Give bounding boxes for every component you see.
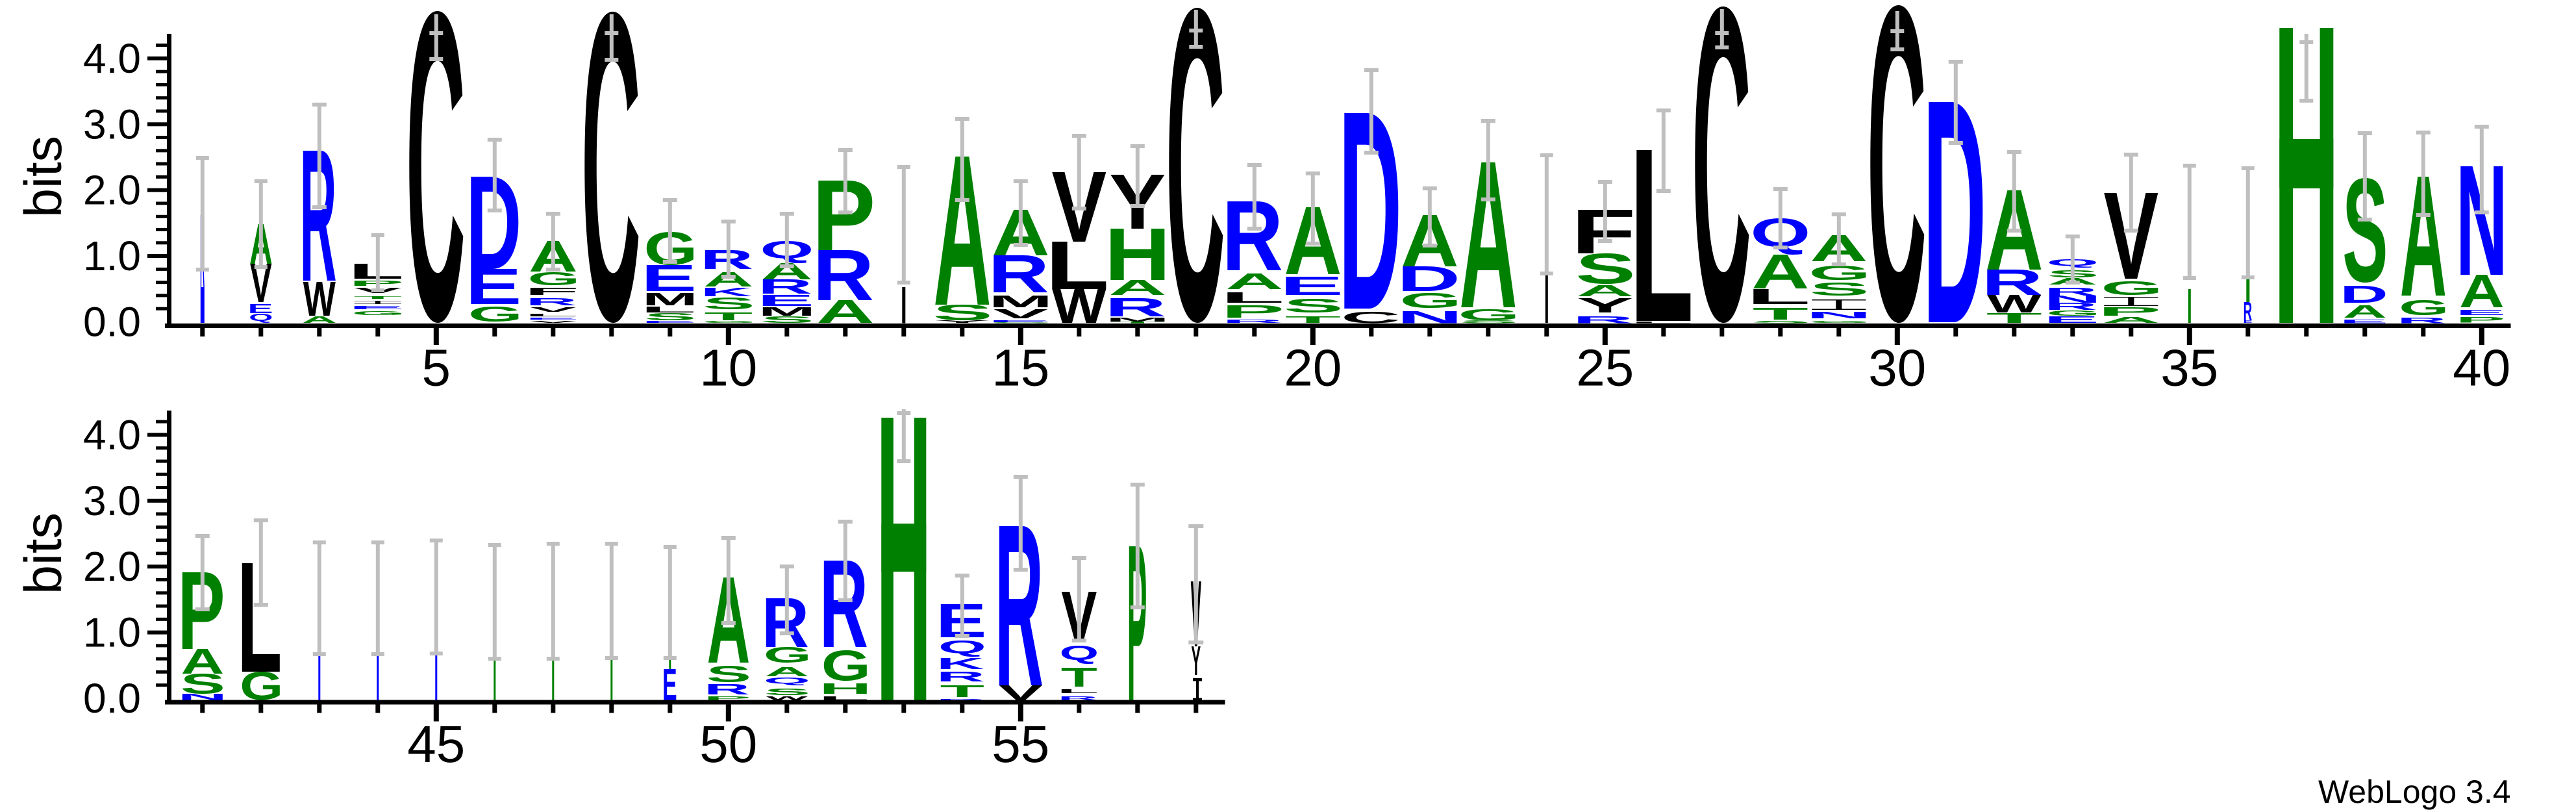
svg-text:0.0: 0.0 xyxy=(83,675,141,722)
svg-text:15: 15 xyxy=(992,339,1049,397)
svg-text:3.0: 3.0 xyxy=(83,477,141,524)
svg-text:bits: bits xyxy=(14,513,73,594)
svg-text:5: 5 xyxy=(422,339,451,397)
svg-text:30: 30 xyxy=(1868,339,1926,397)
svg-text:10: 10 xyxy=(699,339,757,397)
svg-text:20: 20 xyxy=(1284,339,1342,397)
svg-text:45: 45 xyxy=(407,715,465,773)
svg-text:55: 55 xyxy=(992,715,1049,773)
svg-text:50: 50 xyxy=(699,715,757,773)
svg-text:2.0: 2.0 xyxy=(83,167,141,214)
svg-text:3.0: 3.0 xyxy=(83,101,141,147)
svg-text:35: 35 xyxy=(2160,339,2218,397)
svg-text:1.0: 1.0 xyxy=(83,233,141,279)
svg-text:4.0: 4.0 xyxy=(83,35,141,82)
svg-text:2.0: 2.0 xyxy=(83,543,141,590)
svg-text:WebLogo 3.4: WebLogo 3.4 xyxy=(2318,774,2511,810)
svg-text:1.0: 1.0 xyxy=(83,609,141,656)
svg-text:4.0: 4.0 xyxy=(83,411,141,458)
svg-text:bits: bits xyxy=(14,136,73,218)
svg-text:40: 40 xyxy=(2453,339,2510,397)
svg-text:25: 25 xyxy=(1576,339,1634,397)
svg-text:0.0: 0.0 xyxy=(83,299,141,346)
